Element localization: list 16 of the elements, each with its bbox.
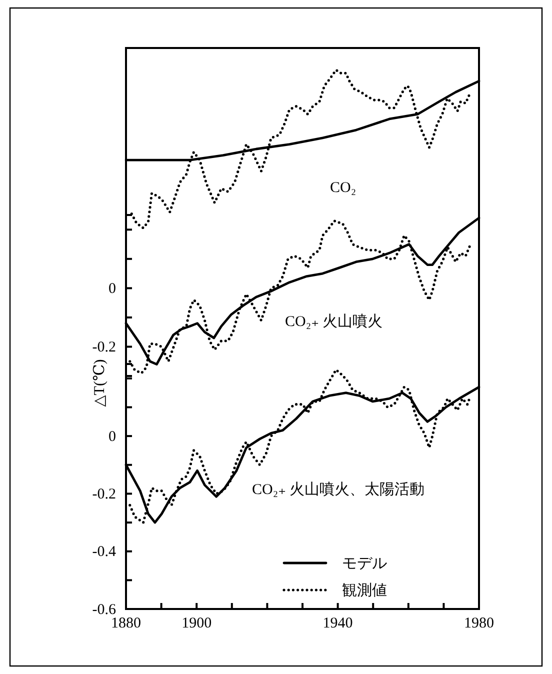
y-tick-label: 0 [108,428,116,445]
annotation: CO₂ [330,180,356,196]
x-tick-label: 1940 [322,616,353,632]
y-tick-label: -0.6 [92,602,116,618]
x-tick-label: 1900 [182,616,212,632]
y-axis-title: △T(℃) [92,359,108,407]
y-tick-label: -0.2 [92,486,116,503]
y-tick-label: -0.2 [92,340,116,356]
x-tick-label: 1980 [464,616,494,632]
annotation: CO₂₊ 火山噴火、太陽活動 [252,481,425,498]
legend-label: 観測値 [342,582,387,599]
y-tick-label: 0 [108,280,116,297]
x-tick-label: 1880 [111,616,141,632]
y-tick-label: -0.4 [92,544,116,560]
legend-label: モデル [342,556,387,572]
annotation: CO₂₊ 火山噴火 [285,313,383,330]
